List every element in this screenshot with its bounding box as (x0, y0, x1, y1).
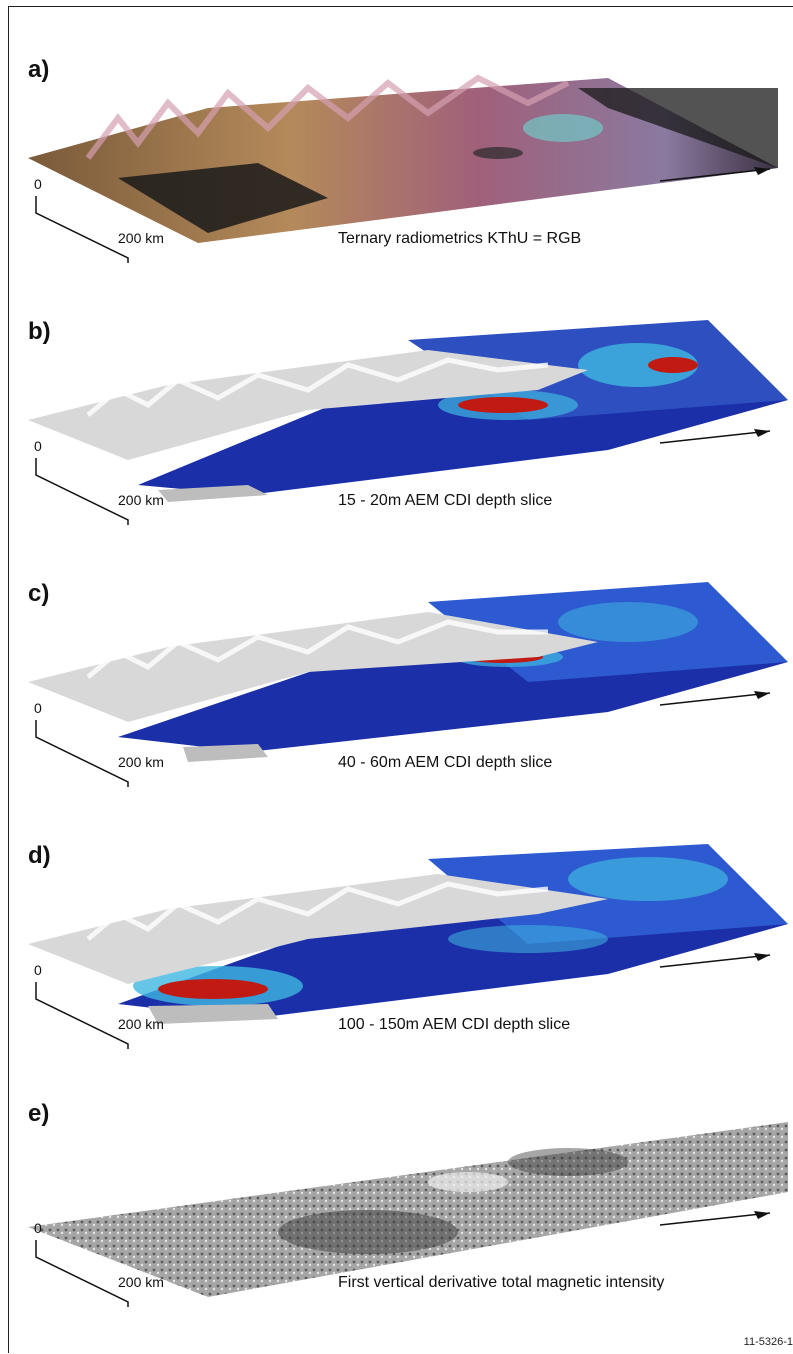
no-data-region (148, 1004, 278, 1024)
scale-distance-label: 200 km (118, 230, 164, 246)
panel-b: b) 0 200 km 15 - 20m AEM CDI depth slice (8, 310, 793, 570)
scale-bar (35, 1240, 129, 1307)
terrain-surface (28, 874, 608, 984)
panel-caption: 100 - 150m AEM CDI depth slice (338, 1016, 571, 1033)
ridge-line (86, 881, 549, 941)
scale-distance-label: 200 km (118, 754, 164, 770)
scale-bar (35, 458, 129, 525)
conductivity-surface (138, 390, 788, 495)
scale-zero-label: 0 (34, 700, 42, 716)
panel-letter: d) (28, 842, 51, 869)
aem-mid-3d-view (28, 582, 788, 762)
no-data-region (183, 744, 268, 762)
scale-bar (35, 982, 129, 1049)
scale-zero-label: 0 (34, 438, 42, 454)
moderate-conductivity-zone (568, 857, 728, 901)
terrain-surface (28, 350, 588, 460)
no-data-region (578, 88, 778, 168)
ridge-line (86, 357, 549, 417)
moderate-conductivity-zone (448, 925, 608, 953)
scale-distance-label: 200 km (118, 1016, 164, 1032)
aem-deep-3d-view (28, 844, 788, 1024)
panel-letter: a) (28, 56, 50, 83)
moderate-conductivity-zone (578, 343, 698, 387)
scale-distance-label: 200 km (118, 1274, 164, 1290)
high-conductivity-zone (648, 357, 698, 373)
radiometrics-3d-view (28, 74, 778, 243)
magnetic-anomaly (428, 1172, 508, 1192)
magnetic-anomaly (278, 1210, 458, 1254)
panel-letter: c) (28, 580, 50, 607)
figure-id: 11-5326-1 (743, 1336, 793, 1348)
scale-bar (35, 196, 129, 263)
high-conductivity-zone (158, 979, 268, 999)
no-data-region (158, 485, 268, 502)
scale-zero-label: 0 (34, 1220, 42, 1236)
panel-caption: 40 - 60m AEM CDI depth slice (338, 754, 553, 771)
scale-distance-label: 200 km (118, 492, 164, 508)
terrain-surface (28, 612, 598, 722)
panel-a: a) 0 200 km Ternary radiometrics KThU = … (8, 48, 793, 308)
magnetic-surface (28, 1122, 788, 1297)
conductivity-surface (118, 652, 788, 752)
scale-zero-label: 0 (34, 176, 42, 192)
lake-feature (473, 147, 523, 159)
panel-caption: 15 - 20m AEM CDI depth slice (338, 492, 553, 509)
high-conductivity-zone (458, 397, 548, 413)
north-arrow-icon (659, 953, 771, 968)
moderate-conductivity-zone (558, 602, 698, 642)
panel-caption: First vertical derivative total magnetic… (338, 1274, 665, 1291)
aem-shallow-3d-view (28, 320, 788, 502)
panel-letter: b) (28, 318, 51, 345)
panel-d: d) 0 200 km 100 - 150m AEM CDI depth sli… (8, 834, 793, 1094)
magnetic-3d-view (28, 1122, 788, 1297)
north-arrow-icon (659, 691, 771, 706)
ridge-line (85, 74, 570, 160)
figure-frame (8, 6, 793, 1353)
scale-zero-label: 0 (34, 962, 42, 978)
panel-e: e) 0 200 km First vertical derivative to… (8, 1092, 793, 1352)
panel-caption: Ternary radiometrics KThU = RGB (338, 230, 582, 247)
magnetic-anomaly (508, 1148, 628, 1176)
panel-c: c) 0 200 km 40 - 60m AEM CDI depth slice (8, 572, 793, 832)
no-data-region (118, 163, 328, 233)
scale-bar (35, 720, 129, 787)
high-thorium-zone (523, 114, 603, 142)
north-arrow-icon (659, 1211, 771, 1226)
panel-letter: e) (28, 1100, 50, 1127)
north-arrow-icon (659, 167, 771, 182)
ridge-line (86, 619, 548, 679)
north-arrow-icon (659, 429, 771, 444)
